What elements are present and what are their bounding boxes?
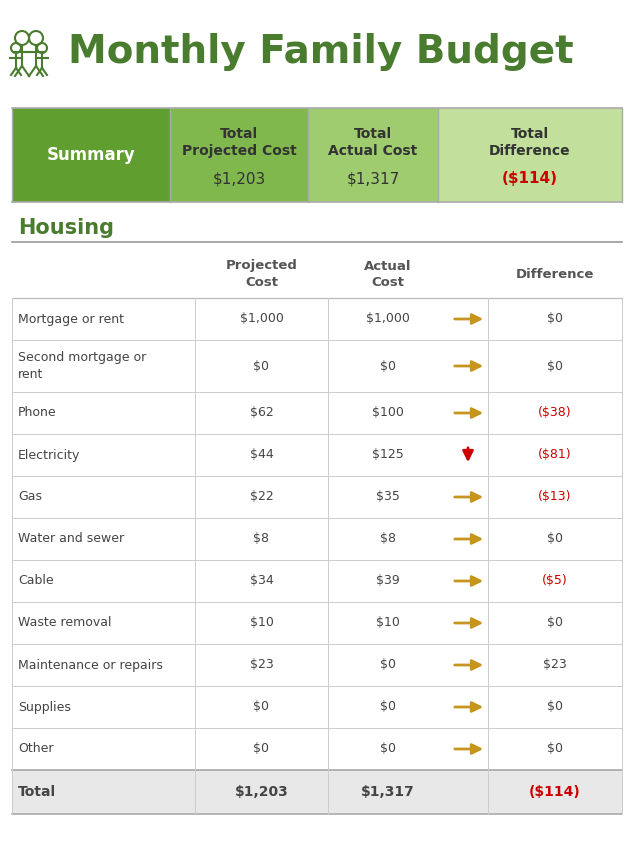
Text: Supplies: Supplies [18, 700, 71, 713]
Text: $0: $0 [254, 360, 269, 372]
Text: ($114): ($114) [502, 171, 558, 186]
Text: $62: $62 [250, 406, 273, 420]
Text: ($13): ($13) [538, 491, 572, 503]
Text: $0: $0 [547, 617, 563, 629]
Text: Projected
Cost: Projected Cost [226, 260, 297, 288]
Text: $10: $10 [250, 617, 273, 629]
Text: Second mortgage or
rent: Second mortgage or rent [18, 351, 146, 381]
Text: Waste removal: Waste removal [18, 617, 112, 629]
Text: Cable: Cable [18, 574, 54, 587]
Text: $22: $22 [250, 491, 273, 503]
Text: $0: $0 [547, 532, 563, 546]
Text: Monthly Family Budget: Monthly Family Budget [68, 33, 574, 71]
Text: $34: $34 [250, 574, 273, 587]
Text: $0: $0 [547, 360, 563, 372]
Text: $0: $0 [254, 700, 269, 713]
Text: $8: $8 [254, 532, 269, 546]
Bar [12, 770, 622, 814]
Text: Actual
Cost: Actual Cost [365, 260, 411, 288]
Text: Electricity: Electricity [18, 448, 81, 462]
Text: $35: $35 [376, 491, 400, 503]
Text: $39: $39 [376, 574, 400, 587]
Text: Housing: Housing [18, 218, 114, 238]
Text: $125: $125 [372, 448, 404, 462]
Text: $1,317: $1,317 [361, 785, 415, 799]
Bar [12, 108, 170, 202]
Text: Total
Actual Cost: Total Actual Cost [328, 127, 418, 158]
Text: ($5): ($5) [542, 574, 568, 587]
Text: $23: $23 [543, 658, 567, 672]
Text: $0: $0 [254, 743, 269, 755]
Text: $0: $0 [380, 658, 396, 672]
Text: $8: $8 [380, 532, 396, 546]
Bar [170, 108, 308, 202]
Text: $1,000: $1,000 [240, 312, 283, 326]
Text: $10: $10 [376, 617, 400, 629]
Text: $1,000: $1,000 [366, 312, 410, 326]
Text: ($81): ($81) [538, 448, 572, 462]
Text: $44: $44 [250, 448, 273, 462]
Text: Total
Projected Cost: Total Projected Cost [181, 127, 296, 158]
Text: $0: $0 [547, 700, 563, 713]
Text: $23: $23 [250, 658, 273, 672]
Text: Difference: Difference [516, 267, 594, 281]
Text: ($38): ($38) [538, 406, 572, 420]
Text: $0: $0 [547, 743, 563, 755]
Text: $0: $0 [380, 360, 396, 372]
Text: Mortgage or rent: Mortgage or rent [18, 312, 124, 326]
Text: Total: Total [18, 785, 56, 799]
Text: $1,317: $1,317 [346, 171, 399, 186]
Text: iii: iii [18, 36, 46, 69]
Text: Summary: Summary [47, 146, 136, 164]
Text: $0: $0 [547, 312, 563, 326]
Text: Maintenance or repairs: Maintenance or repairs [18, 658, 163, 672]
Text: Gas: Gas [18, 491, 42, 503]
Text: ($114): ($114) [529, 785, 581, 799]
Text: Phone: Phone [18, 406, 56, 420]
Text: $0: $0 [380, 700, 396, 713]
Text: $1,203: $1,203 [235, 785, 288, 799]
Bar [308, 108, 438, 202]
Text: $1,203: $1,203 [212, 171, 266, 186]
Text: Other: Other [18, 743, 53, 755]
Text: Total
Difference: Total Difference [489, 127, 571, 158]
Text: Water and sewer: Water and sewer [18, 532, 124, 546]
Bar [438, 108, 622, 202]
Text: $100: $100 [372, 406, 404, 420]
Text: $0: $0 [380, 743, 396, 755]
